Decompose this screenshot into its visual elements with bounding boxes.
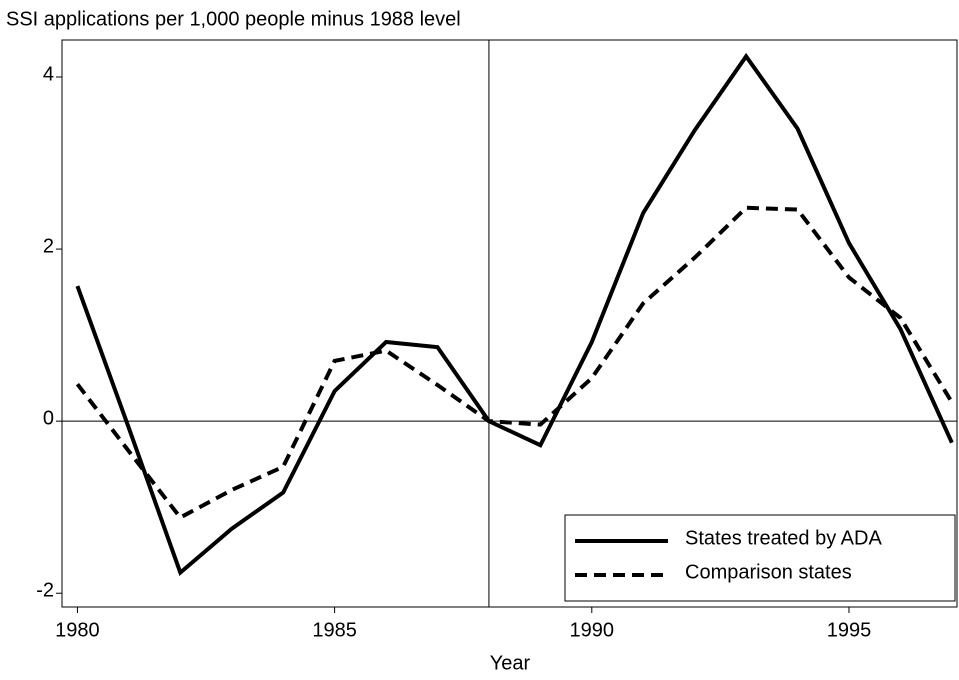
y-tick-label: 2	[43, 235, 54, 257]
y-tick-label: 0	[43, 407, 54, 429]
legend-box	[564, 514, 956, 602]
x-tick-label: 1980	[55, 619, 100, 641]
x-axis-label: Year	[490, 652, 531, 674]
x-tick-label: 1990	[570, 619, 615, 641]
x-tick-label: 1995	[827, 619, 872, 641]
legend-label: Comparison states	[685, 561, 852, 583]
x-tick-label: 1985	[312, 619, 357, 641]
y-tick-label: 4	[43, 63, 54, 85]
series-line	[75, 52, 954, 576]
plot-frame	[61, 39, 958, 608]
series-line	[75, 205, 954, 521]
legend-label: States treated by ADA	[685, 527, 882, 549]
chart-title: SSI applications per 1,000 people minus …	[6, 8, 461, 30]
y-tick-label: -2	[36, 580, 54, 602]
